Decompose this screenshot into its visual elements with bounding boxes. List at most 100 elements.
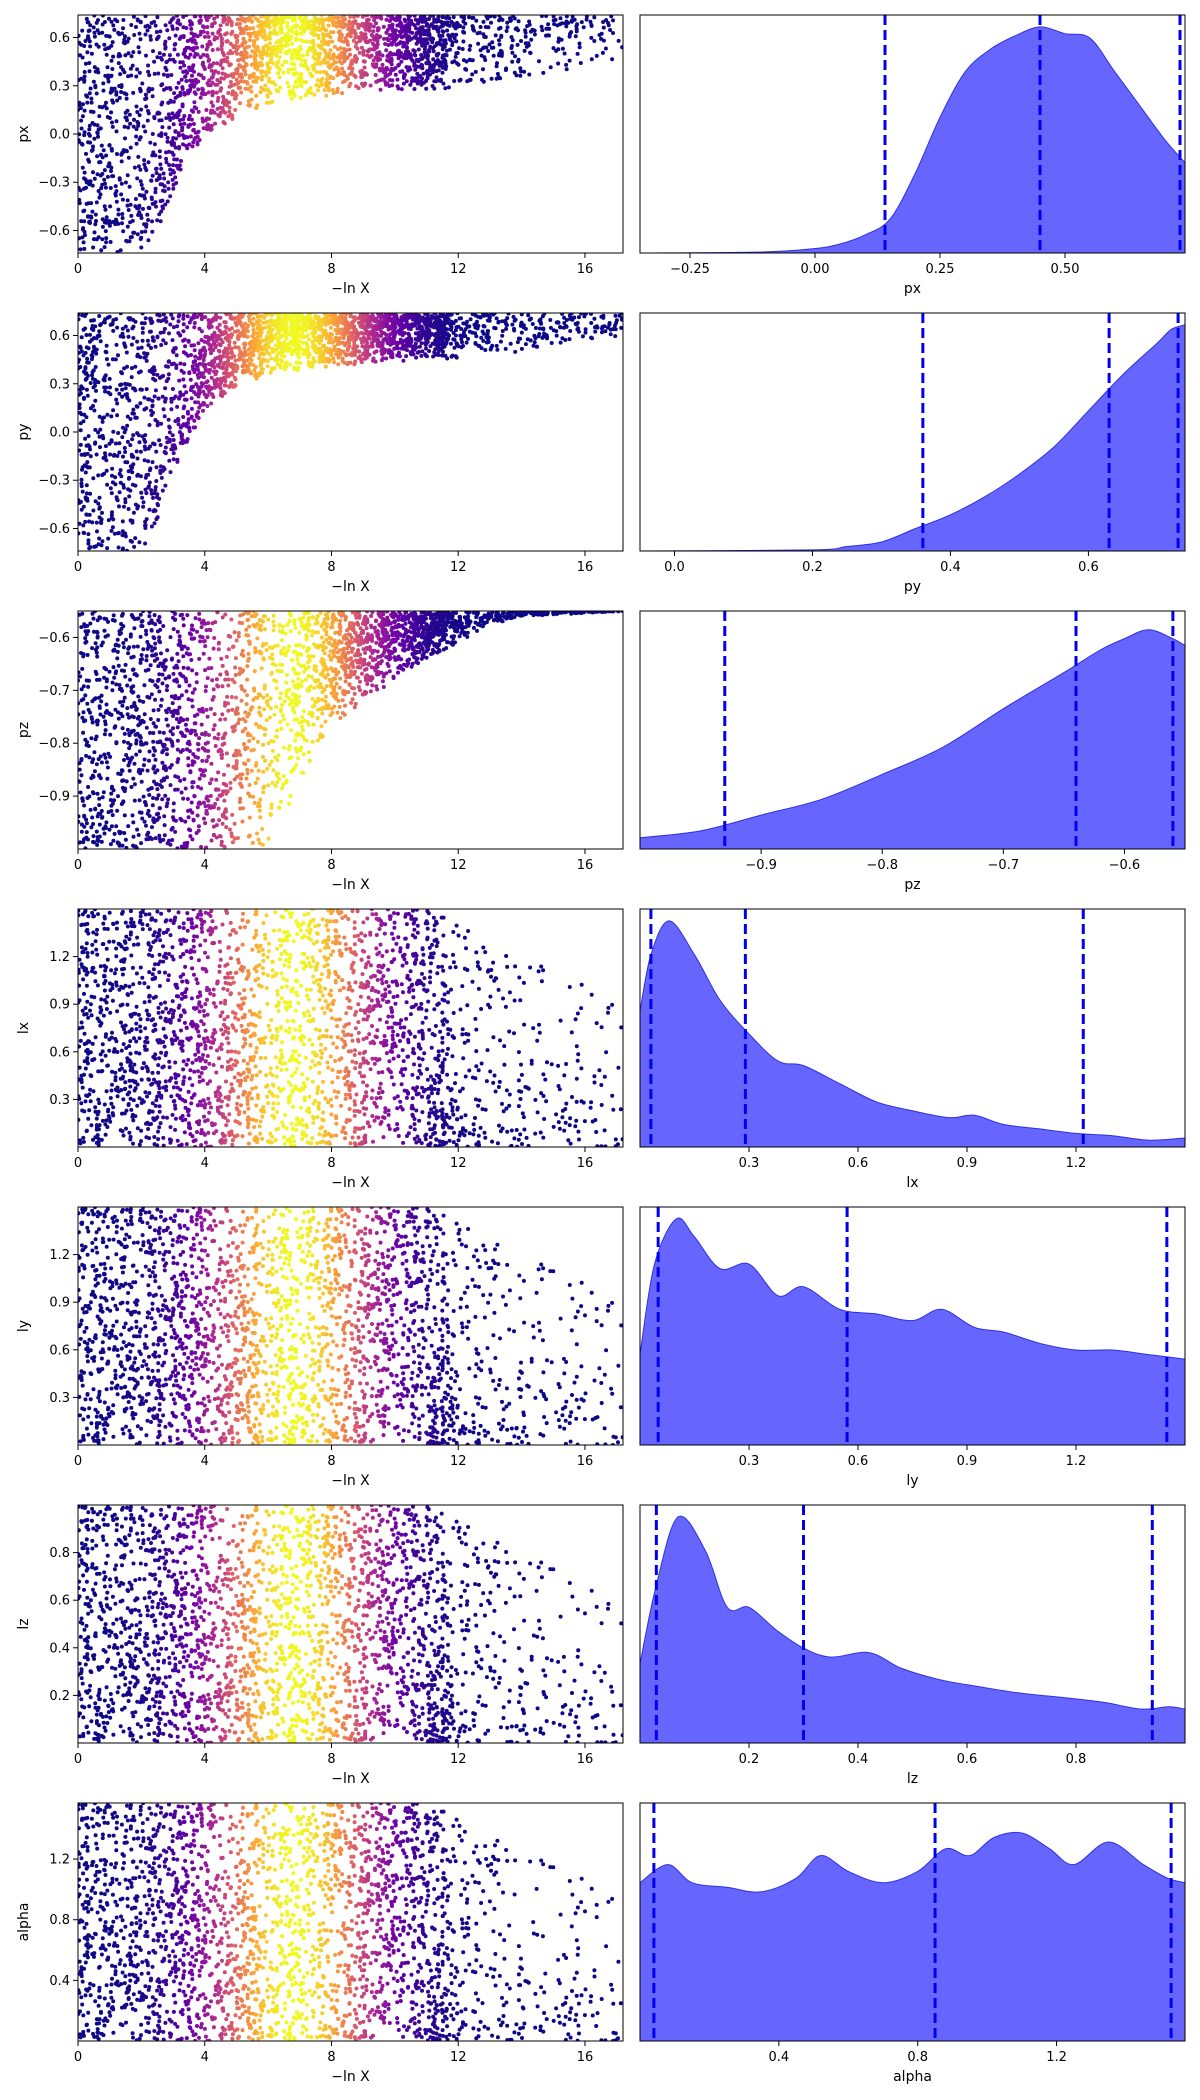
sample-point <box>86 214 90 219</box>
marginal-px-xlabel: px <box>904 281 921 297</box>
sample-point <box>115 454 120 458</box>
sample-point <box>400 29 405 34</box>
sample-point <box>342 313 347 316</box>
sample-point <box>92 230 97 235</box>
sample-point <box>452 79 457 83</box>
sample-point <box>97 536 102 541</box>
sample-point <box>128 443 133 448</box>
sample-point <box>300 23 305 28</box>
sample-point <box>129 342 134 347</box>
sample-point <box>284 60 289 64</box>
sample-point <box>198 95 203 100</box>
sample-point <box>361 49 366 54</box>
sample-point <box>154 449 159 454</box>
sample-point <box>178 65 183 70</box>
sample-point <box>111 429 116 434</box>
sample-point <box>363 32 368 37</box>
sample-point <box>328 74 333 79</box>
sample-point <box>227 327 232 332</box>
sample-point <box>184 390 189 395</box>
sample-point <box>418 33 423 38</box>
sample-point <box>282 363 287 368</box>
sample-point <box>322 60 327 65</box>
sample-point <box>334 66 339 71</box>
sample-point <box>123 427 128 432</box>
sample-point <box>172 91 177 96</box>
sample-point <box>459 326 464 331</box>
sample-point <box>95 172 100 177</box>
sample-point <box>265 61 270 66</box>
sample-point <box>137 440 142 445</box>
sample-point <box>89 326 94 331</box>
sample-point <box>324 70 329 75</box>
sample-point <box>227 343 232 348</box>
sample-point <box>279 17 284 22</box>
sample-point <box>462 30 467 35</box>
sample-point <box>216 333 221 338</box>
sample-point <box>613 334 618 339</box>
sample-point <box>227 109 232 114</box>
sample-point <box>465 319 469 324</box>
sample-point <box>79 42 84 47</box>
sample-point <box>92 34 97 39</box>
sample-point <box>125 118 129 123</box>
sample-point <box>121 546 125 551</box>
sample-point <box>440 60 445 65</box>
sample-point <box>155 55 160 60</box>
sample-point <box>78 499 83 504</box>
sample-point <box>455 313 460 316</box>
sample-point <box>240 364 245 369</box>
sample-point <box>581 25 586 30</box>
sample-point <box>304 319 309 324</box>
sample-point <box>134 127 139 132</box>
sample-point <box>447 16 452 21</box>
sample-point <box>157 155 162 159</box>
sample-point <box>285 24 290 29</box>
sample-point <box>109 74 114 79</box>
sample-point <box>159 475 164 480</box>
sample-point <box>176 331 181 335</box>
sample-point <box>431 49 436 54</box>
sample-point <box>249 97 254 102</box>
sample-point <box>570 15 575 19</box>
sample-point <box>578 61 583 65</box>
sample-point <box>574 29 579 34</box>
sample-point <box>431 26 436 30</box>
sample-point <box>567 313 572 318</box>
sample-point <box>330 39 335 44</box>
sample-point <box>505 25 510 30</box>
sample-point <box>600 50 605 55</box>
sample-point <box>126 476 131 481</box>
sample-point <box>159 134 164 138</box>
sample-point <box>89 109 93 114</box>
sample-point <box>90 183 95 188</box>
sample-point <box>192 90 197 95</box>
sample-point <box>482 34 487 39</box>
sample-point <box>136 205 141 210</box>
sample-point <box>261 27 266 32</box>
sample-point <box>126 51 131 56</box>
sample-point <box>94 452 99 457</box>
sample-point <box>98 160 103 165</box>
sample-point <box>428 344 433 349</box>
sample-point <box>152 521 157 526</box>
sample-point <box>310 40 315 45</box>
sample-point <box>450 43 455 48</box>
sample-point <box>107 162 112 167</box>
sample-point <box>263 15 267 19</box>
sample-point <box>107 45 112 50</box>
sample-point <box>346 27 351 32</box>
sample-point <box>376 27 381 32</box>
sample-point <box>109 513 114 518</box>
sample-point <box>316 33 321 38</box>
sample-point <box>359 31 364 36</box>
sample-point <box>79 484 84 489</box>
sample-point <box>481 79 486 84</box>
sample-point <box>313 316 318 321</box>
sample-point <box>165 135 170 140</box>
sample-point <box>181 415 186 419</box>
sample-point <box>171 163 175 168</box>
sample-point <box>139 321 144 326</box>
sample-point <box>532 32 537 37</box>
sample-point <box>101 81 106 86</box>
